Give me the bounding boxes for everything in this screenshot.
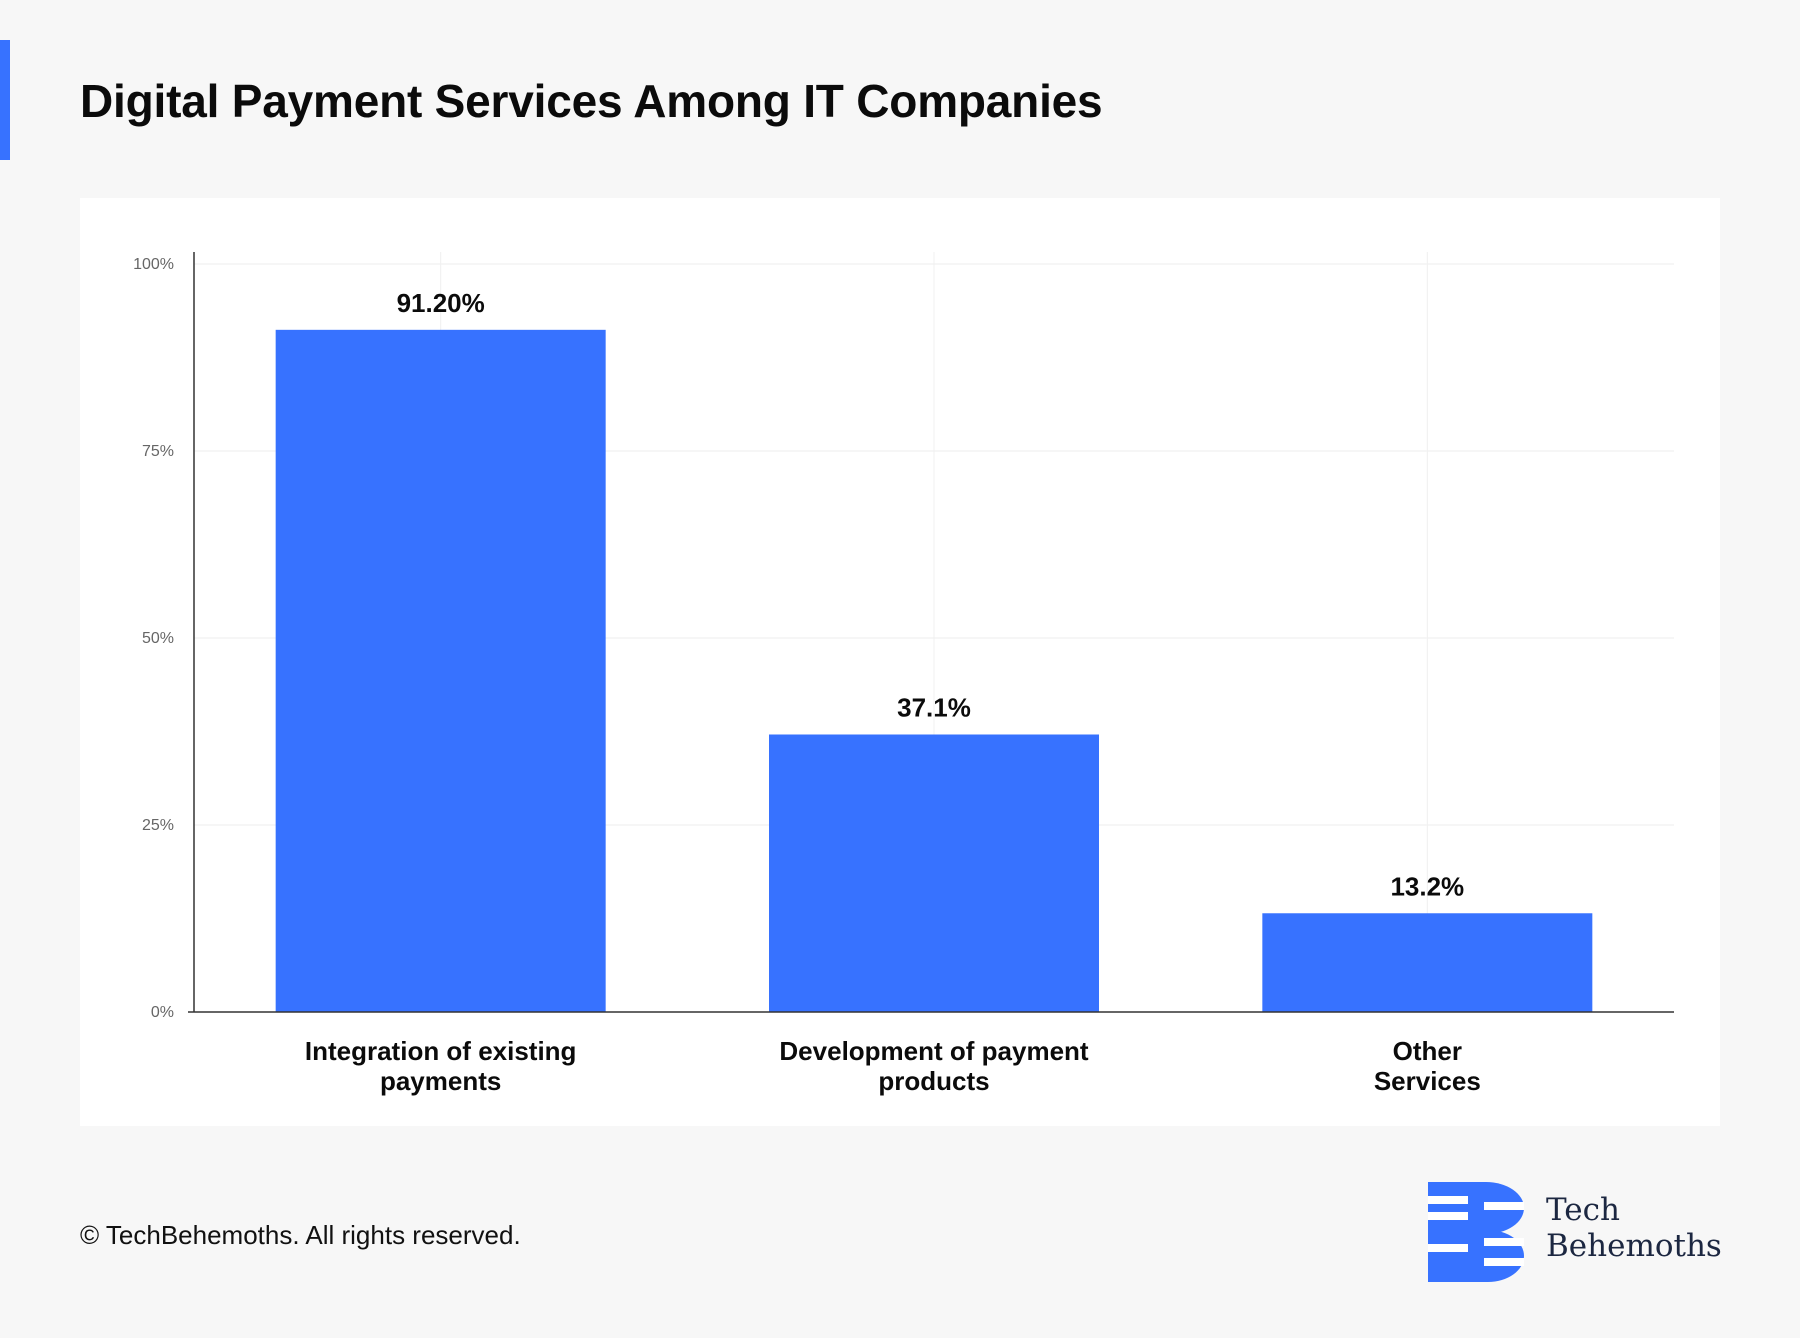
y-tick-label: 100%: [133, 256, 174, 273]
title-accent-bar: [0, 40, 10, 160]
y-tick-label: 50%: [142, 630, 174, 647]
bar-value-label: 91.20%: [397, 288, 485, 318]
y-tick-label: 75%: [142, 443, 174, 460]
bar: [275, 329, 606, 1013]
x-category-label: Other: [1393, 1036, 1462, 1066]
bar-value-label: 37.1%: [897, 692, 971, 722]
logo-wordmark: Tech Behemoths: [1546, 1192, 1722, 1264]
page-title: Digital Payment Services Among IT Compan…: [80, 75, 1103, 127]
x-category-label: Integration of existing: [305, 1036, 577, 1066]
x-category-label: products: [878, 1066, 989, 1096]
bar: [769, 734, 1099, 1012]
x-category-label: Services: [1374, 1066, 1481, 1096]
y-tick-label: 25%: [142, 817, 174, 834]
logo-line-1: Tech: [1546, 1192, 1620, 1228]
techbehemoths-logo-icon: [1428, 1182, 1524, 1282]
y-tick-label: 0%: [151, 1004, 174, 1021]
x-category-label: payments: [380, 1066, 501, 1096]
copyright-footer: © TechBehemoths. All rights reserved.: [80, 1220, 521, 1250]
x-category-label: Development of payment: [779, 1036, 1089, 1066]
bar-value-label: 13.2%: [1390, 871, 1464, 901]
bar-chart: 0% 25% 50% 75% 100% 91.20% Integration of exis…: [133, 252, 1674, 1096]
chart-card: 0% 25% 50% 75% 100% 91.20% Integration of exis…: [80, 198, 1720, 1126]
bar: [1262, 913, 1593, 1012]
brand-logo: Tech Behemoths: [1428, 1182, 1728, 1282]
logo-line-2: Behemoths: [1546, 1228, 1722, 1264]
